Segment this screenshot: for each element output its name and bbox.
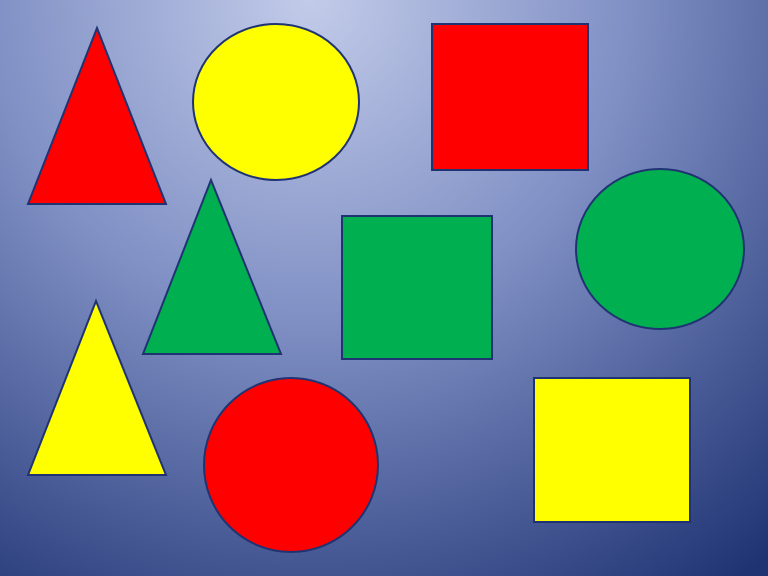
yellow-circle-shape: [192, 23, 360, 181]
red-circle-shape: [203, 377, 379, 553]
green-circle-shape: [575, 168, 745, 330]
yellow-triangle-shape: [26, 298, 168, 476]
green-square-shape: [341, 215, 493, 360]
red-square-shape: [431, 23, 589, 171]
green-triangle-shape: [141, 177, 283, 355]
yellow-square-shape: [533, 377, 691, 523]
red-triangle-shape: [26, 25, 168, 205]
